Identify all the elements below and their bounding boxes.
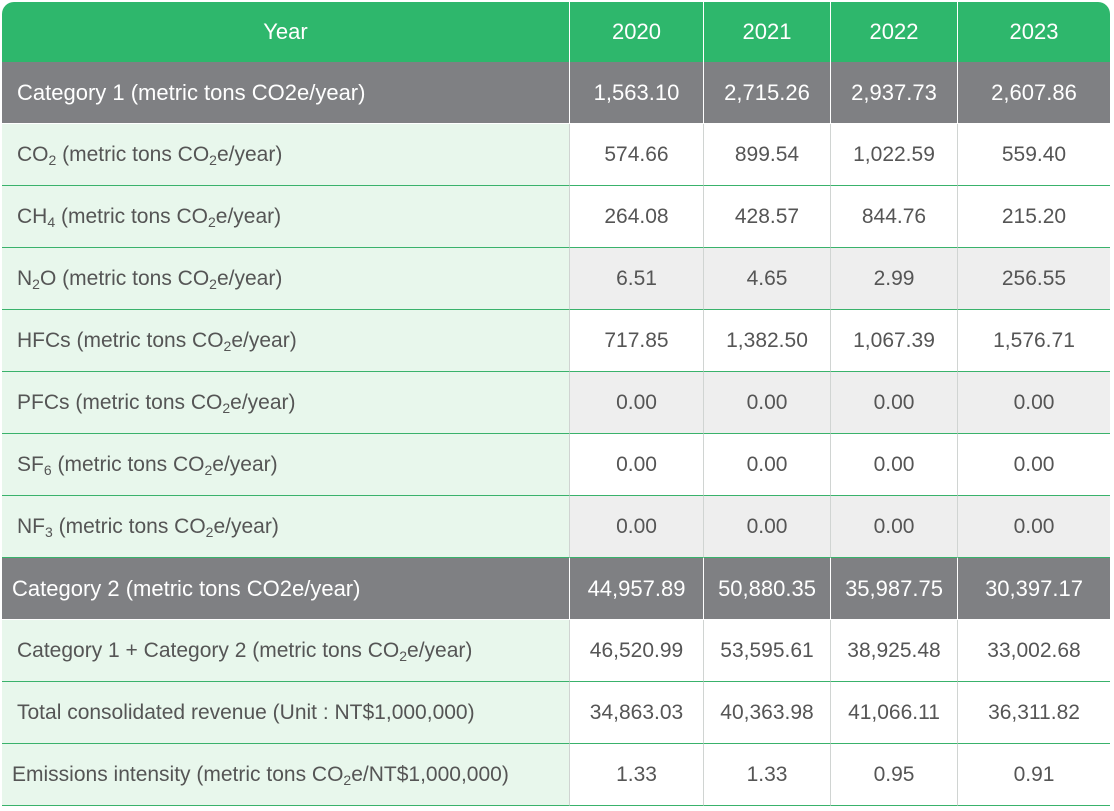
table-row-intensity: Emissions intensity (metric tons CO2e/NT… bbox=[2, 744, 1110, 806]
category-2-label: Category 2 (metric tons CO2e/year) bbox=[2, 558, 570, 620]
table-cell: 33,002.68 bbox=[958, 620, 1110, 682]
table-cell: 1.33 bbox=[570, 744, 704, 806]
table-cell: 36,311.82 bbox=[958, 682, 1110, 744]
table-row-ch4: CH4 (metric tons CO2e/year) 264.08 428.5… bbox=[2, 186, 1110, 248]
gas-label-ch4: CH4 (metric tons CO2e/year) bbox=[2, 186, 570, 248]
gas-label-nf3: NF3 (metric tons CO2e/year) bbox=[2, 496, 570, 558]
intensity-label: Emissions intensity (metric tons CO2e/NT… bbox=[2, 744, 570, 806]
table-cell: 0.00 bbox=[831, 434, 958, 496]
table-row-hfcs: HFCs (metric tons CO2e/year) 717.85 1,38… bbox=[2, 310, 1110, 372]
table-cell: 717.85 bbox=[570, 310, 704, 372]
category-1-value: 1,563.10 bbox=[570, 62, 704, 124]
table-cell: 844.76 bbox=[831, 186, 958, 248]
table-cell: 0.91 bbox=[958, 744, 1110, 806]
year-header-2020: 2020 bbox=[570, 2, 704, 62]
table-cell: 0.00 bbox=[958, 496, 1110, 558]
category-2-row: Category 2 (metric tons CO2e/year) 44,95… bbox=[2, 558, 1110, 620]
table-row-nf3: NF3 (metric tons CO2e/year) 0.00 0.00 0.… bbox=[2, 496, 1110, 558]
table-cell: 0.00 bbox=[831, 496, 958, 558]
table-cell: 46,520.99 bbox=[570, 620, 704, 682]
table-cell: 6.51 bbox=[570, 248, 704, 310]
table-cell: 0.00 bbox=[958, 372, 1110, 434]
table-cell: 574.66 bbox=[570, 124, 704, 186]
table-cell: 428.57 bbox=[704, 186, 831, 248]
category-1-row: Category 1 (metric tons CO2e/year) 1,563… bbox=[2, 62, 1110, 124]
revenue-label: Total consolidated revenue (Unit : NT$1,… bbox=[2, 682, 570, 744]
category-1-value: 2,715.26 bbox=[704, 62, 831, 124]
table-cell: 899.54 bbox=[704, 124, 831, 186]
table-cell: 38,925.48 bbox=[831, 620, 958, 682]
table-cell: 40,363.98 bbox=[704, 682, 831, 744]
category-2-value: 44,957.89 bbox=[570, 558, 704, 620]
table-cell: 1,576.71 bbox=[958, 310, 1110, 372]
table-cell: 264.08 bbox=[570, 186, 704, 248]
table-cell: 559.40 bbox=[958, 124, 1110, 186]
year-header-2021: 2021 bbox=[704, 2, 831, 62]
table-row-revenue: Total consolidated revenue (Unit : NT$1,… bbox=[2, 682, 1110, 744]
table-cell: 0.00 bbox=[704, 372, 831, 434]
table-cell: 0.00 bbox=[704, 434, 831, 496]
table-cell: 1,022.59 bbox=[831, 124, 958, 186]
table-cell: 0.00 bbox=[570, 434, 704, 496]
table-cell: 2.99 bbox=[831, 248, 958, 310]
gas-label-pfcs: PFCs (metric tons CO2e/year) bbox=[2, 372, 570, 434]
table-cell: 53,595.61 bbox=[704, 620, 831, 682]
table-row-co2: CO2 (metric tons CO2e/year) 574.66 899.5… bbox=[2, 124, 1110, 186]
table-cell: 41,066.11 bbox=[831, 682, 958, 744]
table-cell: 4.65 bbox=[704, 248, 831, 310]
table-header-row: Year 2020 2021 2022 2023 bbox=[2, 2, 1110, 62]
category-2-value: 50,880.35 bbox=[704, 558, 831, 620]
table-cell: 0.00 bbox=[570, 496, 704, 558]
table-cell: 0.00 bbox=[831, 372, 958, 434]
table-row-combined: Category 1 + Category 2 (metric tons CO2… bbox=[2, 620, 1110, 682]
table-cell: 1,067.39 bbox=[831, 310, 958, 372]
table-row-sf6: SF6 (metric tons CO2e/year) 0.00 0.00 0.… bbox=[2, 434, 1110, 496]
table-cell: 0.00 bbox=[958, 434, 1110, 496]
table-row-n2o: N2O (metric tons CO2e/year) 6.51 4.65 2.… bbox=[2, 248, 1110, 310]
combined-label: Category 1 + Category 2 (metric tons CO2… bbox=[2, 620, 570, 682]
table-cell: 0.95 bbox=[831, 744, 958, 806]
category-1-value: 2,937.73 bbox=[831, 62, 958, 124]
table-cell: 34,863.03 bbox=[570, 682, 704, 744]
year-column-header: Year bbox=[2, 2, 570, 62]
category-1-label: Category 1 (metric tons CO2e/year) bbox=[2, 62, 570, 124]
category-2-value: 35,987.75 bbox=[831, 558, 958, 620]
table-cell: 215.20 bbox=[958, 186, 1110, 248]
category-1-value: 2,607.86 bbox=[958, 62, 1110, 124]
gas-label-co2: CO2 (metric tons CO2e/year) bbox=[2, 124, 570, 186]
table-row-pfcs: PFCs (metric tons CO2e/year) 0.00 0.00 0… bbox=[2, 372, 1110, 434]
gas-label-hfcs: HFCs (metric tons CO2e/year) bbox=[2, 310, 570, 372]
table-cell: 1.33 bbox=[704, 744, 831, 806]
table-cell: 0.00 bbox=[570, 372, 704, 434]
year-header-2022: 2022 bbox=[831, 2, 958, 62]
category-2-value: 30,397.17 bbox=[958, 558, 1110, 620]
gas-label-sf6: SF6 (metric tons CO2e/year) bbox=[2, 434, 570, 496]
table-cell: 0.00 bbox=[704, 496, 831, 558]
year-header-2023: 2023 bbox=[958, 2, 1110, 62]
table-cell: 256.55 bbox=[958, 248, 1110, 310]
gas-label-n2o: N2O (metric tons CO2e/year) bbox=[2, 248, 570, 310]
table-cell: 1,382.50 bbox=[704, 310, 831, 372]
